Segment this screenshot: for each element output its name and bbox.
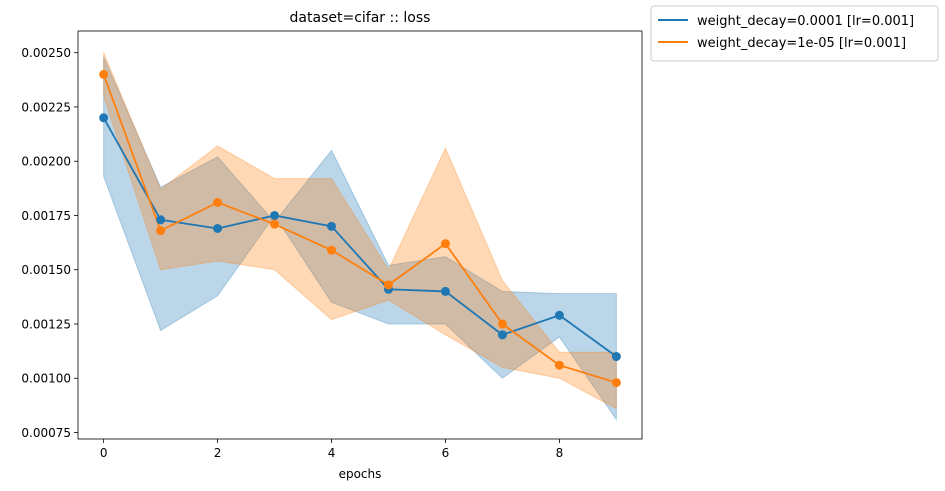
- point-series-2: [383, 280, 393, 290]
- point-series-2: [156, 226, 166, 236]
- y-tick-label: 0.00175: [21, 209, 71, 223]
- x-tick-label: 4: [328, 446, 336, 460]
- point-series-1: [440, 286, 450, 296]
- y-axis: 0.00075 0.00100 0.00125 0.00150 0.00175 0.002…: [21, 46, 78, 440]
- y-tick-label: 0.00125: [21, 317, 71, 331]
- band-series-1: [103, 56, 617, 422]
- x-tick-label: 6: [442, 446, 450, 460]
- point-series-2: [213, 197, 223, 207]
- point-series-1: [270, 210, 280, 220]
- legend-entry: weight_decay=0.0001 [lr=0.001]: [697, 14, 914, 29]
- y-tick-label: 0.00075: [21, 426, 71, 440]
- point-series-1: [156, 215, 166, 225]
- x-tick-label: 0: [100, 446, 108, 460]
- point-series-2: [440, 239, 450, 249]
- line-series-2: [102, 74, 617, 384]
- y-tick-label: 0.00100: [21, 372, 71, 386]
- point-series-1: [554, 310, 564, 320]
- point-series-2: [554, 360, 564, 370]
- line-series-1: [102, 117, 617, 358]
- series-points: [99, 69, 621, 388]
- point-series-1: [327, 221, 337, 231]
- y-tick-label: 0.00225: [21, 100, 71, 114]
- x-tick-label: 2: [214, 446, 222, 460]
- band-series-2: [103, 52, 617, 410]
- legend: weight_decay=0.0001 [lr=0.001] weight_dec…: [650, 5, 939, 62]
- point-series-2: [611, 378, 621, 388]
- point-series-2: [99, 69, 109, 79]
- x-axis-label: epochs: [339, 467, 382, 481]
- plot-frame: [77, 30, 643, 440]
- point-series-2: [270, 219, 280, 229]
- point-series-1: [99, 113, 109, 123]
- point-series-2: [497, 319, 507, 329]
- chart-title: dataset=cifar :: loss: [290, 10, 431, 26]
- series-lines: [102, 74, 617, 384]
- point-series-1: [611, 352, 621, 362]
- y-tick-label: 0.00250: [21, 46, 71, 60]
- point-series-1: [497, 330, 507, 340]
- y-tick-label: 0.00150: [21, 263, 71, 277]
- legend-entry: weight_decay=1e-05 [lr=0.001]: [697, 36, 906, 51]
- legend-box: [650, 5, 939, 62]
- point-series-1: [213, 223, 223, 233]
- x-axis: 0 2 4 6 8: [100, 439, 563, 460]
- point-series-2: [327, 245, 337, 255]
- x-tick-label: 8: [556, 446, 564, 460]
- y-tick-label: 0.00200: [21, 155, 71, 169]
- confidence-bands: [103, 52, 617, 422]
